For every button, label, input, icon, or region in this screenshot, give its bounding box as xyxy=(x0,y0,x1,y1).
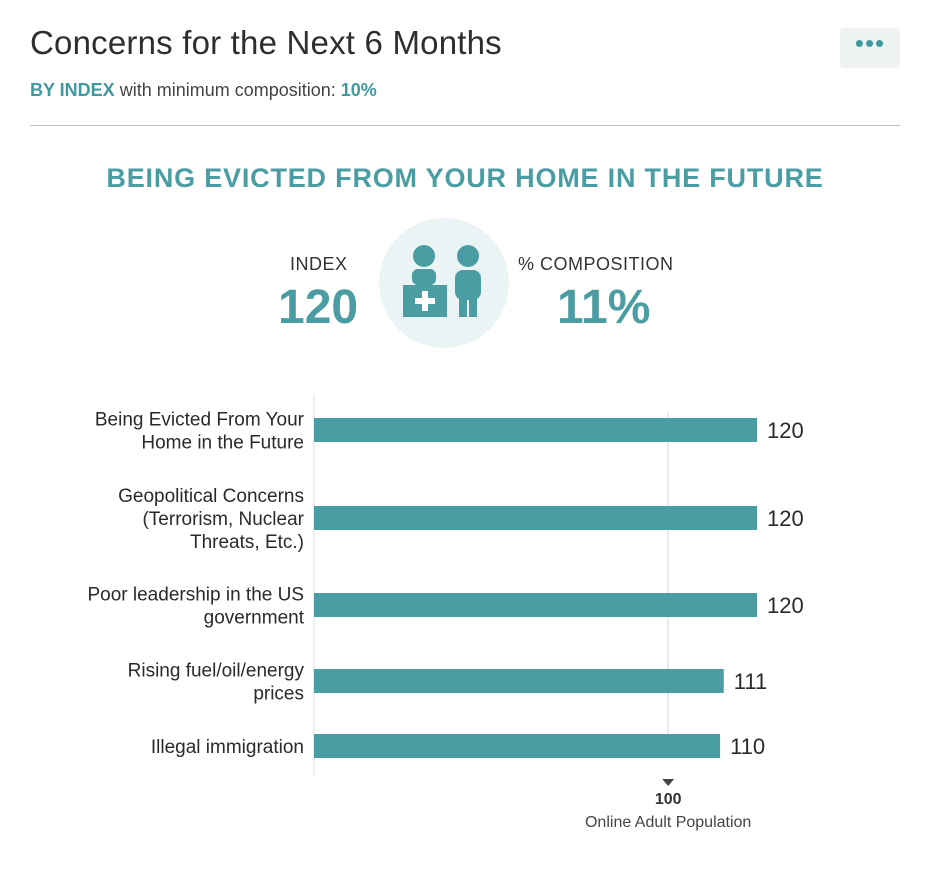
index-value: 120 xyxy=(278,281,359,334)
value-label-4: 110 xyxy=(730,734,765,759)
highlight-title: BEING EVICTED FROM YOUR HOME IN THE FUTU… xyxy=(106,163,824,193)
sort-mode: BY INDEX xyxy=(30,80,115,100)
index-label: INDEX xyxy=(290,254,348,274)
bar-0[interactable] xyxy=(314,418,757,442)
more-options-button[interactable]: ••• xyxy=(840,28,900,68)
people-at-counter-icon xyxy=(379,218,509,348)
baseline-caption: Online Adult Population xyxy=(585,814,751,831)
header-divider xyxy=(30,125,900,126)
index-bar-chart: 120 Being Evicted From Your Home in the Fu… xyxy=(87,394,804,831)
category-label-1: Geopolitical Concerns (Terrorism, Nuclear… xyxy=(118,486,305,553)
value-label-1: 120 xyxy=(767,506,804,531)
value-label-0: 120 xyxy=(767,418,804,443)
composition-label: % COMPOSITION xyxy=(518,254,674,274)
bar-3[interactable] xyxy=(314,669,724,693)
subtitle-text: with minimum composition: xyxy=(114,80,341,100)
category-label-3: Rising fuel/oil/energy prices xyxy=(128,661,305,705)
category-label-2: Poor leadership in the US government xyxy=(87,585,304,629)
subtitle: BY INDEX with minimum composition: 10% xyxy=(30,80,377,101)
more-horizontal-icon: ••• xyxy=(854,28,886,58)
composition-value: 11% xyxy=(557,281,651,334)
min-composition-value: 10% xyxy=(340,80,377,100)
baseline-label: 100 xyxy=(655,791,682,808)
value-label-2: 120 xyxy=(767,593,804,618)
bar-2[interactable] xyxy=(314,593,757,617)
bar-4[interactable] xyxy=(314,734,721,758)
page-title: Concerns for the Next 6 Months xyxy=(30,24,502,61)
bar-1[interactable] xyxy=(314,506,757,530)
value-label-3: 111 xyxy=(734,669,767,694)
category-label-4: Illegal immigration xyxy=(151,737,304,758)
category-label-0: Being Evicted From Your Home in the Futur… xyxy=(95,410,305,454)
baseline-marker-icon xyxy=(662,779,675,786)
